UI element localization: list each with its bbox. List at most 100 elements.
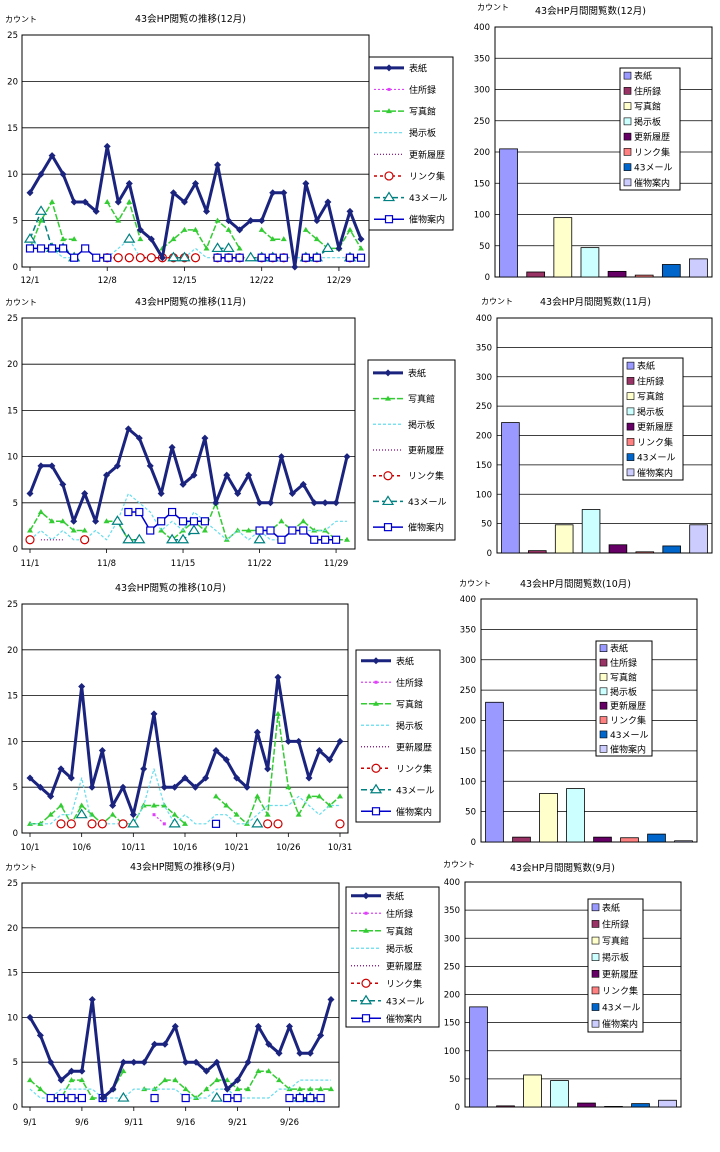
data-point [88, 783, 96, 791]
x-tick-label: 12/22 [249, 276, 274, 286]
data-point [151, 802, 157, 808]
y-tick-label: 15 [7, 692, 18, 702]
y-tick-label: 5 [13, 783, 18, 793]
y-tick-label: 250 [474, 117, 490, 127]
data-point [70, 253, 79, 262]
legend-marker [371, 763, 381, 773]
bar-更新履歴 [608, 544, 628, 554]
legend-marker [384, 171, 394, 181]
data-point [324, 198, 332, 206]
legend-label: 催物案内 [396, 806, 432, 818]
data-point [257, 253, 266, 262]
data-point [276, 1077, 283, 1083]
data-point [25, 244, 35, 253]
legend-label: 43メール [386, 997, 424, 1007]
legend-swatch [626, 438, 635, 446]
data-point [180, 198, 188, 206]
data-point [36, 783, 44, 791]
legend-swatch [626, 468, 635, 477]
data-point [295, 737, 303, 745]
series-line [29, 201, 75, 249]
chart-title: 43会HP閲覧の推移(10月) [115, 582, 226, 594]
y-tick-label: 400 [476, 314, 492, 324]
bar-リンク集 [604, 1106, 623, 1108]
data-point [135, 507, 144, 517]
y-tick-label: 0 [455, 1103, 460, 1113]
plot-area [496, 317, 713, 554]
legend-label: 表紙 [386, 890, 404, 902]
data-point [152, 813, 156, 817]
data-point [233, 811, 240, 817]
legend-swatch [626, 453, 635, 461]
series-line [161, 219, 241, 250]
data-point [120, 1068, 127, 1074]
legend-marker [383, 523, 393, 532]
data-point [59, 170, 67, 178]
data-point [277, 535, 286, 544]
y-tick-label: 200 [476, 432, 492, 442]
data-point [203, 207, 211, 215]
data-point [113, 253, 123, 263]
data-point [47, 792, 55, 800]
chart-title: 43会HP月間閲覧数(11月) [540, 296, 651, 308]
data-point [97, 819, 107, 829]
data-point [59, 518, 66, 524]
y-tick-label: 150 [474, 179, 490, 189]
data-point [223, 471, 231, 479]
legend-label: 写真館 [610, 671, 637, 683]
data-point [171, 783, 179, 791]
data-point [157, 517, 166, 526]
y-tick-label: 100 [444, 1047, 460, 1057]
data-point [299, 526, 308, 535]
data-point [103, 471, 111, 479]
legend-label: 掲示板 [396, 720, 423, 732]
data-point [317, 1086, 324, 1092]
y-tick-label: 20 [7, 360, 18, 370]
data-point [161, 1077, 168, 1083]
data-point [59, 480, 67, 488]
legend-label: 催物案内 [637, 467, 673, 479]
data-point [202, 1067, 210, 1075]
plot-area [480, 598, 698, 843]
data-point [335, 819, 345, 829]
series-掲示板 [30, 768, 340, 825]
chart-title: 43会HP閲覧の推移(9月) [130, 861, 235, 873]
data-point [124, 507, 133, 517]
data-point [168, 817, 181, 828]
data-point [234, 490, 242, 498]
data-point [275, 710, 281, 716]
data-point [190, 253, 201, 263]
series-催物案内 [25, 244, 366, 262]
y-tick-label: 250 [460, 686, 476, 696]
data-point [200, 517, 209, 526]
data-point [225, 217, 233, 225]
data-point [137, 236, 144, 242]
chart-title: 43会HP月間閲覧数(9月) [510, 862, 615, 874]
x-tick-label: 9/16 [176, 1118, 195, 1128]
data-point [291, 263, 299, 271]
data-point [321, 535, 330, 544]
legend-swatch [591, 1003, 600, 1011]
legend-label: 写真館 [634, 101, 661, 113]
data-point [98, 747, 106, 755]
data-point [358, 245, 364, 251]
data-point [224, 1077, 231, 1083]
legend-swatch [591, 920, 600, 928]
data-point [92, 253, 101, 262]
y-tick-label: 250 [476, 402, 492, 412]
bar-催物案内 [689, 258, 708, 278]
y-axis-label: カウント [443, 860, 475, 869]
data-point [313, 236, 320, 242]
data-point [167, 251, 180, 262]
data-point [211, 242, 224, 253]
legend-swatch [599, 716, 608, 724]
line-chart-6: 43会HP閲覧の推移(9月) カウント 0 5 10 15 20 25 9/1 9/6 9/11 9/… [5, 861, 440, 1128]
legend-swatch [623, 71, 632, 80]
data-point [48, 152, 56, 160]
data-point [26, 189, 34, 197]
y-tick-label: 10 [7, 453, 18, 463]
data-point [150, 710, 158, 718]
y-tick-label: 400 [474, 23, 490, 33]
x-tick-label: 10/31 [328, 843, 353, 853]
